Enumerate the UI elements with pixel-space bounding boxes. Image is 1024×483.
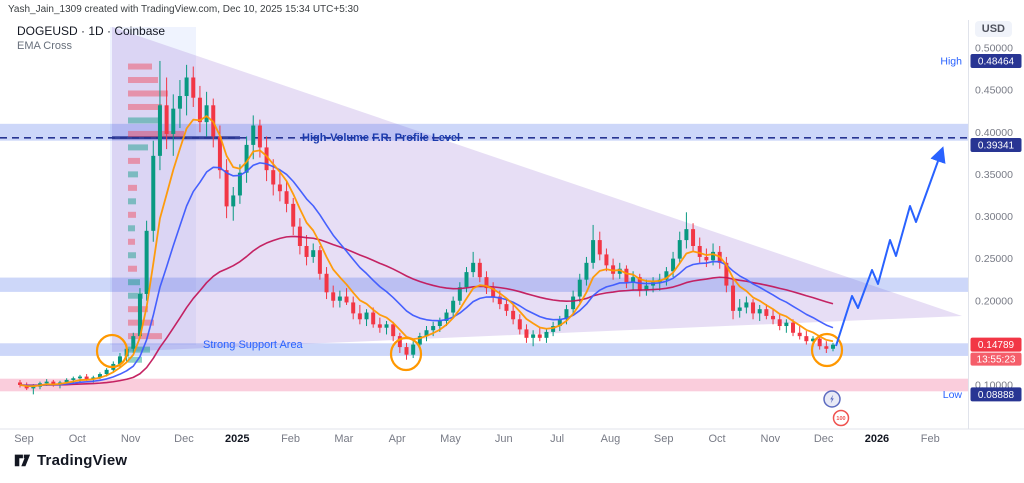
support-touch-circle[interactable]: [389, 336, 423, 372]
time-tick-label: Apr: [389, 433, 406, 445]
symbol-title[interactable]: DOGEUSD · 1D · Coinbase: [17, 24, 166, 38]
symbol-legend: DOGEUSD · 1D · Coinbase EMA Cross: [17, 25, 165, 52]
svg-text:0.39341: 0.39341: [978, 141, 1015, 152]
time-tick-label: May: [440, 433, 461, 445]
price-axis[interactable]: 0.50000 0.45000 0.40000 0.35000 0.30000 0.250…: [0, 20, 1024, 430]
low-marker-text: Low: [943, 389, 963, 401]
time-tick-label: Mar: [334, 433, 353, 445]
bar-countdown-chip: [970, 352, 1022, 366]
time-tick-label: 2026: [865, 433, 889, 445]
drawing-annotations: High-Volume F.R. Profile Level Strong Sup…: [95, 132, 946, 427]
time-tick-label: Sep: [654, 433, 674, 445]
high-marker-text: High: [940, 55, 962, 67]
ema-mid-line: [19, 162, 834, 387]
time-tick-label: Nov: [761, 433, 781, 445]
svg-text:100: 100: [836, 416, 845, 422]
time-tick-label: Oct: [69, 433, 86, 445]
ema-fast-line: [19, 115, 834, 388]
ema-slow-line: [19, 235, 834, 387]
svg-text:13:55:23: 13:55:23: [977, 355, 1016, 366]
sr-zone-support: [0, 343, 968, 356]
price-tick-label: 0.45000: [975, 85, 1013, 97]
time-tick-label: Feb: [921, 433, 940, 445]
ema-lines: [19, 115, 834, 388]
hundred-badge-icon[interactable]: 100: [832, 409, 850, 427]
price-tick-label: 0.50000: [975, 43, 1013, 55]
price-tick-label: 0.30000: [975, 211, 1013, 223]
time-tick-label: Dec: [174, 433, 194, 445]
price-tick-label: 0.35000: [975, 169, 1013, 181]
time-tick-label: Oct: [708, 433, 725, 445]
projection-arrow[interactable]: [835, 146, 946, 347]
tradingview-logo-icon: [14, 454, 31, 467]
time-tick-label: Jun: [495, 433, 513, 445]
indicator-label[interactable]: EMA Cross: [17, 40, 73, 52]
time-tick-label: Nov: [121, 433, 141, 445]
time-tick-label: Sep: [14, 433, 34, 445]
poc-price-chip: [970, 138, 1022, 152]
time-tick-label: Jul: [550, 433, 564, 445]
time-tick-label: Aug: [601, 433, 621, 445]
low-price-chip: [970, 387, 1022, 402]
lightning-badge-icon[interactable]: [823, 390, 841, 408]
high-price-chip: [970, 53, 1022, 68]
descending-triangle-drawing: [112, 27, 962, 352]
svg-text:0.08888: 0.08888: [978, 390, 1015, 401]
attribution-text: Yash_Jain_1309 created with TradingView.…: [8, 4, 359, 15]
price-tick-label: 0.25000: [975, 253, 1013, 265]
tradingview-logo-link[interactable]: TradingView: [13, 451, 127, 469]
brand-name: TradingView: [37, 451, 128, 469]
last-price-chip: [970, 337, 1022, 352]
support-touch-circle[interactable]: [810, 332, 844, 368]
sr-zone-pink: [0, 378, 968, 392]
time-tick-label: Feb: [281, 433, 300, 445]
currency-button[interactable]: USD: [974, 21, 1012, 37]
support-touch-circle[interactable]: [95, 333, 129, 369]
time-tick-label: 2025: [225, 433, 249, 445]
poc-level-text: High-Volume F.R. Profile Level: [302, 132, 460, 144]
sr-zone-resistance: [0, 123, 968, 141]
price-tick-label: 0.40000: [975, 127, 1013, 139]
candlestick-series: [18, 60, 836, 395]
support-area-text: Strong Support Area: [203, 339, 304, 351]
svg-text:0.48464: 0.48464: [978, 56, 1015, 67]
svg-text:0.14789: 0.14789: [978, 340, 1015, 351]
volume-profile: [128, 63, 184, 363]
price-tick-label: 0.20000: [975, 295, 1013, 307]
time-tick-label: Dec: [814, 433, 834, 445]
time-axis[interactable]: Sep Oct Nov Dec 2025 Feb Mar Apr May Jun Jul Aug Sep…: [14, 433, 940, 445]
